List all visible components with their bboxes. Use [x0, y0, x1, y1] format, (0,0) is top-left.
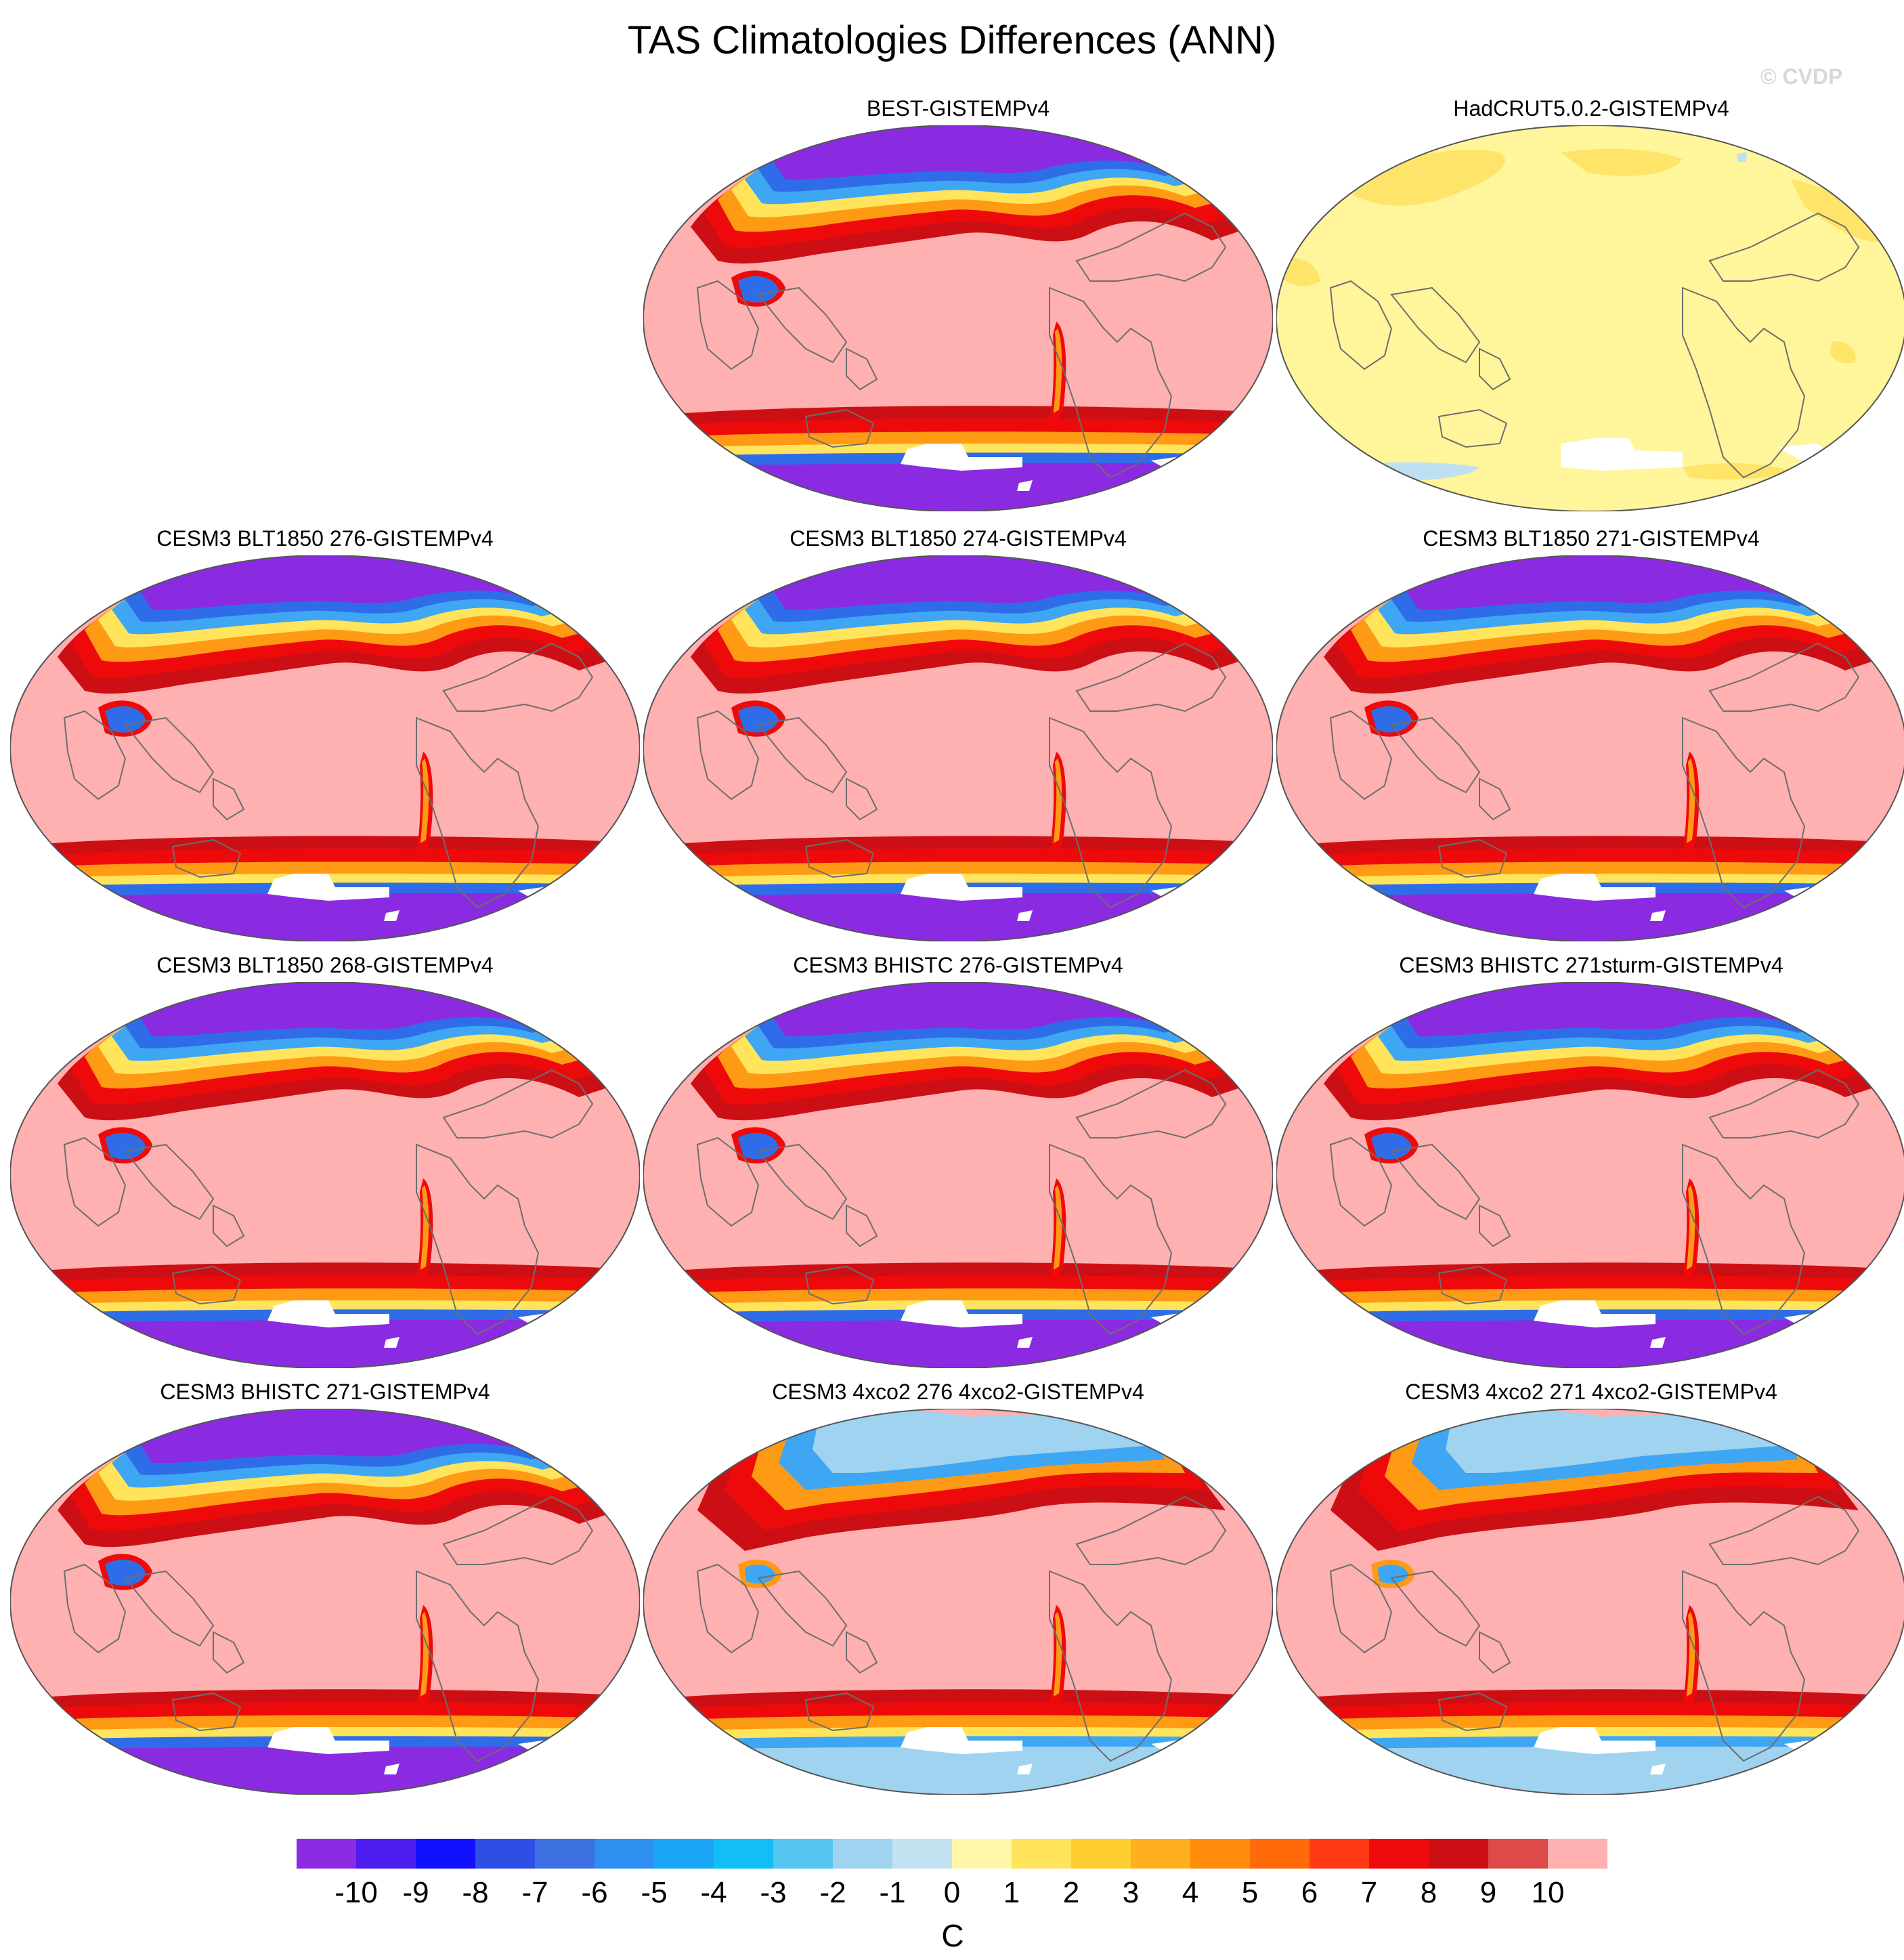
- colorbar-tick-label: 3: [1122, 1876, 1140, 1909]
- colorbar-box: [833, 1839, 892, 1869]
- panel-title: CESM3 BLT1850 274-GISTEMPv4: [789, 526, 1127, 551]
- colorbar-tick-label: 1: [1003, 1876, 1020, 1909]
- colorbar-box: [1131, 1839, 1190, 1869]
- panel-title: CESM3 4xco2 271 4xco2-GISTEMPv4: [1405, 1380, 1777, 1404]
- panel-title: CESM3 BHISTC 276-GISTEMPv4: [793, 953, 1123, 977]
- colorbar-box: [714, 1839, 773, 1869]
- colorbar-tick-label: -7: [521, 1876, 548, 1909]
- colorbar-box: [952, 1839, 1012, 1869]
- panel-title: CESM3 4xco2 276 4xco2-GISTEMPv4: [772, 1380, 1144, 1404]
- colorbar-tick-label: 8: [1420, 1876, 1437, 1909]
- panel-title: CESM3 BHISTC 271-GISTEMPv4: [160, 1380, 490, 1404]
- colorbar-tick-label: 10: [1531, 1876, 1565, 1909]
- colorbar-box: [1012, 1839, 1071, 1869]
- panel-map: [1275, 554, 1904, 943]
- panel-map: [1275, 124, 1904, 513]
- colorbar-box: [594, 1839, 654, 1869]
- panel-map: [9, 554, 641, 943]
- colorbar-tick-label: -5: [641, 1876, 668, 1909]
- colorbar-tick-label: 6: [1301, 1876, 1318, 1909]
- colorbar-box: [1548, 1839, 1607, 1869]
- colorbar-tick-label: 9: [1479, 1876, 1497, 1909]
- panel-map: [9, 981, 641, 1369]
- colorbar-tick-label: -10: [334, 1876, 378, 1909]
- colorbar-box: [892, 1839, 952, 1869]
- panel-map: [642, 124, 1274, 513]
- panel-map: [642, 981, 1274, 1369]
- colorbar-box: [1310, 1839, 1369, 1869]
- panel-map: [642, 1407, 1274, 1796]
- colorbar-box: [1250, 1839, 1310, 1869]
- figure-title: TAS Climatologies Differences (ANN): [627, 18, 1277, 62]
- colorbar-box: [416, 1839, 475, 1869]
- colorbar-tick-label: -1: [879, 1876, 906, 1909]
- cvdp-watermark: © CVDP: [1760, 64, 1843, 89]
- colorbar-tick-label: 0: [943, 1876, 961, 1909]
- panel-title: CESM3 BLT1850 276-GISTEMPv4: [156, 526, 494, 551]
- colorbar: [297, 1839, 1607, 1869]
- colorbar-tick-label: 4: [1182, 1876, 1199, 1909]
- colorbar-box: [773, 1839, 833, 1869]
- colorbar-box: [1429, 1839, 1488, 1869]
- colorbar-box: [1190, 1839, 1250, 1869]
- colorbar-box: [535, 1839, 594, 1869]
- colorbar-tick-label: -3: [760, 1876, 787, 1909]
- colorbar-units-label: C: [941, 1918, 964, 1953]
- panel-title: CESM3 BLT1850 268-GISTEMPv4: [156, 953, 494, 977]
- colorbar-box: [1071, 1839, 1131, 1869]
- panel-map: [9, 1407, 641, 1796]
- panel-title: CESM3 BHISTC 271sturm-GISTEMPv4: [1399, 953, 1783, 977]
- colorbar-tick-label: -8: [462, 1876, 489, 1909]
- colorbar-tick-label: -6: [581, 1876, 608, 1909]
- colorbar-box: [297, 1839, 356, 1869]
- colorbar-tick-label: 5: [1241, 1876, 1259, 1909]
- colorbar-box: [356, 1839, 416, 1869]
- colorbar-tick-label: -2: [819, 1876, 846, 1909]
- panel-map: [1275, 1407, 1904, 1796]
- colorbar-box: [1488, 1839, 1548, 1869]
- colorbar-tick-label: -4: [700, 1876, 727, 1909]
- colorbar-tick-label: 7: [1360, 1876, 1378, 1909]
- colorbar-box: [1369, 1839, 1429, 1869]
- colorbar-box: [475, 1839, 535, 1869]
- colorbar-tick-label: -9: [402, 1876, 429, 1909]
- panel-map: [1275, 981, 1904, 1369]
- panel-title: CESM3 BLT1850 271-GISTEMPv4: [1423, 526, 1760, 551]
- colorbar-box: [654, 1839, 714, 1869]
- panel-title: HadCRUT5.0.2-GISTEMPv4: [1453, 96, 1729, 121]
- panel-map: [642, 554, 1274, 943]
- colorbar-tick-label: 2: [1062, 1876, 1080, 1909]
- panel-title: BEST-GISTEMPv4: [866, 96, 1050, 121]
